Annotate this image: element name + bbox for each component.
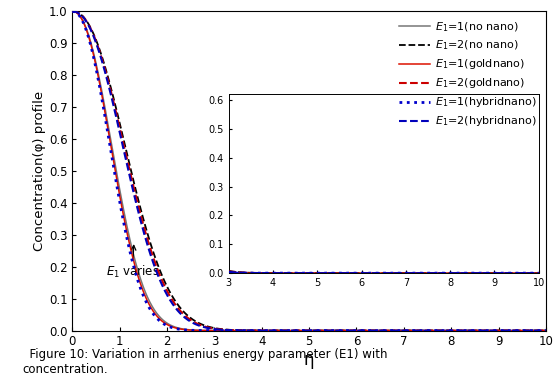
- Text: Figure 10: Variation in arrhenius energy parameter (E1) with
concentration.: Figure 10: Variation in arrhenius energy…: [22, 348, 388, 376]
- Legend: $E_1$=1(no nano), $E_1$=2(no nano), $E_1$=1(goldnano), $E_1$=2(goldnano), $E_1$=: $E_1$=1(no nano), $E_1$=2(no nano), $E_1…: [395, 17, 540, 132]
- Text: $E_1$ varies: $E_1$ varies: [106, 245, 159, 280]
- Y-axis label: Concentration(φ) profile: Concentration(φ) profile: [33, 91, 46, 251]
- X-axis label: η: η: [304, 351, 314, 369]
